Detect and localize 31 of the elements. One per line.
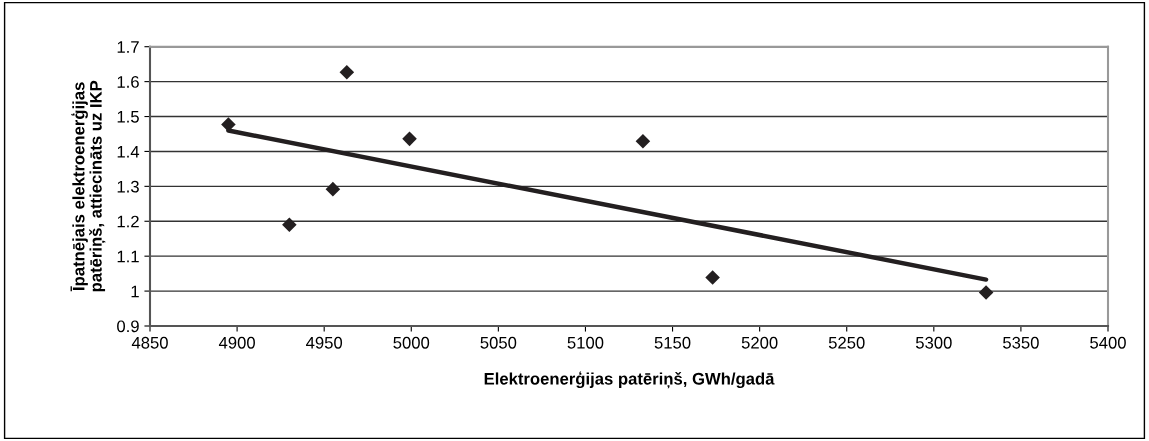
point: [402, 131, 417, 147]
x-tick-label: 5400: [1090, 336, 1126, 349]
point: [221, 117, 236, 132]
y-tick-label: 1.4: [117, 146, 140, 158]
x-tick-label: 5000: [393, 336, 430, 349]
point: [978, 285, 994, 300]
y-tick-label: 1.7: [117, 41, 139, 53]
y-tick-label: 1.3: [117, 180, 139, 193]
point: [325, 181, 341, 197]
x-tick-label: 5050: [480, 336, 517, 349]
y-tick-label: 1: [131, 285, 139, 298]
y-tick-label: 1.1: [117, 250, 139, 263]
point: [339, 64, 355, 80]
y-tick-label: 0.9: [117, 320, 139, 333]
y-tick-label: 1.2: [117, 215, 139, 228]
point: [282, 217, 297, 233]
x-tick-label: 5200: [741, 336, 778, 349]
x-axis-title: Elektroenerģijas patēriņš, GWh/gadā: [484, 371, 775, 389]
point: [635, 134, 651, 149]
y-axis-title: Īpatnējais elektroenerģijas patēriņš, attiecināts uz IKP: [70, 80, 106, 292]
point: [705, 270, 720, 285]
y-tick-label: 1.5: [117, 111, 139, 123]
x-tick-label: 5250: [828, 336, 865, 349]
x-tick-label: 4900: [218, 336, 255, 349]
x-tick-label: 4950: [306, 336, 343, 349]
x-tick-label: 5150: [654, 336, 691, 349]
x-tick-label: 5350: [1003, 336, 1039, 349]
y-tick-label: 1.6: [117, 76, 139, 88]
x-tick-label: 4850: [131, 336, 168, 349]
x-tick-label: 5300: [915, 336, 952, 349]
x-tick-label: 5100: [567, 336, 604, 349]
